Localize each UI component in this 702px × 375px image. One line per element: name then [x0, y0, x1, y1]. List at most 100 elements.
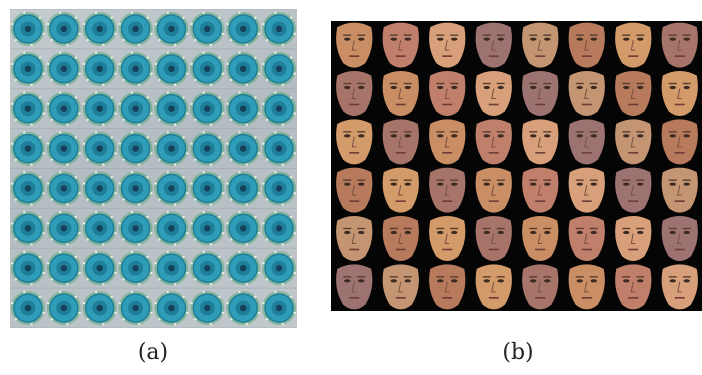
sensor-unit [46, 51, 81, 87]
face-thumbnail [429, 119, 466, 165]
sensor-unit [262, 131, 297, 166]
face-thumbnail [382, 119, 419, 165]
sensor-unit [262, 211, 297, 246]
sensor-unit [154, 131, 189, 166]
face-grid [336, 22, 698, 310]
sensor-unit [10, 290, 45, 326]
face-thumbnail [661, 167, 698, 213]
sensor-unit [190, 11, 225, 47]
sensor-unit [82, 91, 117, 126]
sensor-unit [190, 211, 225, 246]
sensor-unit [82, 250, 117, 286]
face-thumbnail [661, 216, 698, 261]
sensor-unit [118, 250, 153, 286]
face-thumbnail [661, 22, 698, 68]
sensor-unit [154, 51, 189, 87]
face-thumbnail [382, 71, 419, 116]
sensor-unit [118, 11, 153, 47]
face-thumbnail [568, 22, 605, 68]
sensor-unit [154, 211, 189, 246]
face-thumbnail [429, 71, 466, 116]
face-thumbnail [336, 71, 373, 116]
sensor-unit [10, 51, 45, 87]
face-thumbnail [568, 119, 605, 165]
sensor-unit [46, 250, 81, 286]
face-thumbnail [522, 167, 559, 213]
sensor-unit [226, 250, 261, 286]
sensor-unit [190, 131, 225, 166]
face-thumbnail [522, 71, 559, 116]
sensor-unit [190, 250, 225, 286]
face-thumbnail [522, 264, 559, 310]
sensor-unit [154, 290, 189, 326]
face-thumbnail [429, 22, 466, 68]
face-thumbnail [475, 22, 512, 68]
sensor-unit [10, 211, 45, 246]
sensor-unit [118, 290, 153, 326]
face-thumbnail [522, 22, 559, 68]
face-thumbnail [615, 167, 652, 213]
sensor-unit [190, 91, 225, 126]
sensor-unit [46, 290, 81, 326]
face-thumbnail [615, 119, 652, 165]
sensor-array-grid [10, 9, 297, 328]
sensor-unit [10, 250, 45, 286]
face-thumbnail [429, 216, 466, 261]
face-thumbnail [568, 264, 605, 310]
face-thumbnail [475, 71, 512, 116]
face-thumbnail [336, 22, 373, 68]
sensor-unit [10, 171, 45, 206]
sensor-unit [226, 131, 261, 166]
face-thumbnail [382, 167, 419, 213]
sensor-unit [118, 131, 153, 166]
sensor-unit [262, 290, 297, 326]
sensor-unit [82, 171, 117, 206]
face-thumbnail [475, 167, 512, 213]
sensor-unit [262, 171, 297, 206]
sensor-unit [46, 171, 81, 206]
sensor-unit [82, 131, 117, 166]
sensor-unit [154, 11, 189, 47]
sensor-array-photo [10, 9, 297, 328]
sensor-unit [154, 91, 189, 126]
sensor-unit [226, 11, 261, 47]
face-thumbnail [661, 264, 698, 310]
face-thumbnail [382, 22, 419, 68]
face-thumbnail [429, 167, 466, 213]
face-thumbnail [382, 264, 419, 310]
sensor-unit [82, 11, 117, 47]
sensor-unit [82, 51, 117, 87]
face-thumbnail [475, 119, 512, 165]
face-thumbnail [661, 71, 698, 116]
sensor-unit [226, 91, 261, 126]
face-thumbnail [336, 264, 373, 310]
sensor-unit [10, 11, 45, 47]
sensor-unit [10, 91, 45, 126]
sensor-unit [118, 91, 153, 126]
face-thumbnail [615, 264, 652, 310]
caption-a: (a) [137, 340, 169, 365]
face-thumbnail [475, 264, 512, 310]
face-thumbnail [615, 22, 652, 68]
sensor-unit [46, 91, 81, 126]
sensor-unit [10, 131, 45, 166]
face-thumbnail [615, 71, 652, 116]
face-thumbnail [661, 119, 698, 165]
face-thumbnail [336, 216, 373, 261]
sensor-unit [154, 171, 189, 206]
sensor-unit [226, 171, 261, 206]
sensor-unit [226, 211, 261, 246]
sensor-unit [262, 250, 297, 286]
sensor-unit [226, 290, 261, 326]
face-thumbnail [429, 264, 466, 310]
sensor-unit [118, 171, 153, 206]
face-thumbnail [568, 167, 605, 213]
caption-b: (b) [502, 340, 534, 365]
sensor-unit [118, 211, 153, 246]
face-thumbnail [522, 216, 559, 261]
sensor-unit [262, 11, 297, 47]
sensor-unit [46, 211, 81, 246]
sensor-unit [226, 51, 261, 87]
face-thumbnail [336, 119, 373, 165]
sensor-unit [82, 211, 117, 246]
